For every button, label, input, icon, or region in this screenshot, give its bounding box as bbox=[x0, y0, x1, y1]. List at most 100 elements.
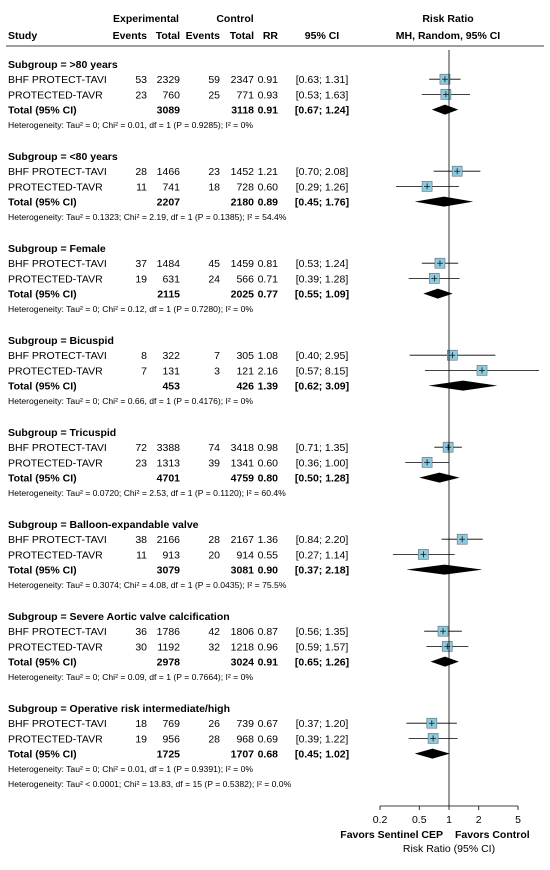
total-label: Total (95% CI) bbox=[8, 289, 77, 301]
total-control: 2167 bbox=[231, 534, 255, 546]
total-experimental: 131 bbox=[162, 365, 180, 377]
events-control: 18 bbox=[208, 181, 220, 193]
total-control: 3418 bbox=[231, 442, 255, 454]
subgroup-block: Subgroup = Balloon-expandable valve BHF P… bbox=[8, 519, 483, 590]
total-experimental: 1313 bbox=[157, 457, 181, 469]
forest-rows: Subgroup = >80 years BHF PROTECT-TAVI 53 23… bbox=[8, 59, 539, 789]
total-experimental: 631 bbox=[162, 273, 180, 285]
confidence-interval: [0.56; 1.35] bbox=[296, 626, 349, 638]
total-control: 1452 bbox=[231, 166, 255, 178]
risk-ratio-value: 1.21 bbox=[258, 166, 279, 178]
header-control: Control bbox=[216, 13, 253, 25]
subgroup-block: Subgroup = Bicuspid BHF PROTECT-TAVI 8 322 7… bbox=[8, 335, 539, 406]
header-total-experimental: Total bbox=[156, 30, 180, 42]
study-name: BHF PROTECT-TAVI bbox=[8, 534, 107, 546]
total-confidence-interval: [0.45; 1.02] bbox=[295, 749, 349, 761]
events-control: 32 bbox=[208, 641, 220, 653]
risk-ratio-value: 0.55 bbox=[258, 549, 279, 561]
favors-right-label: Favors Control bbox=[455, 829, 530, 841]
pooled-diamond bbox=[406, 564, 483, 575]
events-control: 25 bbox=[208, 89, 220, 101]
total-experimental: 2329 bbox=[157, 74, 181, 86]
events-experimental: 28 bbox=[135, 166, 147, 178]
x-axis: 0.2 0.5 1 2 5 Favors Sentinel CEP Favors Contr… bbox=[340, 50, 530, 855]
total-experimental: 1786 bbox=[157, 626, 181, 638]
total-experimental: 2978 bbox=[157, 657, 181, 669]
total-risk-ratio: 0.91 bbox=[258, 105, 279, 117]
total-confidence-interval: [0.37; 2.18] bbox=[295, 565, 349, 577]
events-control: 24 bbox=[208, 273, 220, 285]
total-experimental: 322 bbox=[162, 350, 180, 362]
pooled-diamond bbox=[431, 104, 459, 115]
events-experimental: 11 bbox=[136, 549, 147, 561]
events-experimental: 30 bbox=[135, 641, 147, 653]
confidence-interval: [0.71; 1.35] bbox=[296, 442, 349, 454]
study-name: BHF PROTECT-TAVI bbox=[8, 626, 107, 638]
total-confidence-interval: [0.62; 3.09] bbox=[295, 381, 349, 393]
total-experimental: 913 bbox=[162, 549, 180, 561]
confidence-interval: [0.29; 1.26] bbox=[296, 181, 349, 193]
events-experimental: 8 bbox=[141, 350, 147, 362]
total-confidence-interval: [0.65; 1.26] bbox=[295, 657, 349, 669]
header-method: MH, Random, 95% CI bbox=[396, 30, 501, 42]
total-experimental: 2207 bbox=[157, 197, 181, 209]
confidence-interval: [0.63; 1.31] bbox=[296, 74, 349, 86]
events-control: 45 bbox=[208, 258, 220, 270]
study-name: PROTECTED-TAVR bbox=[8, 641, 103, 653]
total-experimental: 3089 bbox=[157, 105, 181, 117]
total-label: Total (95% CI) bbox=[8, 381, 77, 393]
heterogeneity-text: Heterogeneity: Tau² = 0.0720; Chi² = 2.5… bbox=[8, 488, 286, 498]
subgroup-title: Subgroup = Severe Aortic valve calcifica… bbox=[8, 611, 230, 623]
events-control: 74 bbox=[208, 442, 220, 454]
total-label: Total (95% CI) bbox=[8, 473, 77, 485]
header-experimental: Experimental bbox=[113, 13, 179, 25]
total-experimental: 1192 bbox=[157, 641, 180, 653]
study-name: PROTECTED-TAVR bbox=[8, 273, 103, 285]
total-control: 739 bbox=[236, 718, 254, 730]
header-events-experimental: Events bbox=[113, 30, 148, 42]
total-control: 4759 bbox=[231, 473, 255, 485]
heterogeneity-text: Heterogeneity: Tau² = 0.1323; Chi² = 2.1… bbox=[8, 212, 287, 222]
pooled-diamond bbox=[428, 380, 498, 391]
subgroup-block: Subgroup = Tricuspid BHF PROTECT-TAVI 72 33… bbox=[8, 427, 462, 498]
pooled-diamond bbox=[419, 472, 460, 483]
subgroup-title: Subgroup = Balloon-expandable valve bbox=[8, 519, 199, 531]
total-experimental: 956 bbox=[162, 733, 180, 745]
total-experimental: 4701 bbox=[157, 473, 181, 485]
total-confidence-interval: [0.45; 1.76] bbox=[295, 197, 349, 209]
risk-ratio-value: 0.67 bbox=[258, 718, 279, 730]
total-control: 2025 bbox=[231, 289, 255, 301]
events-experimental: 23 bbox=[135, 89, 147, 101]
study-name: PROTECTED-TAVR bbox=[8, 549, 103, 561]
total-label: Total (95% CI) bbox=[8, 749, 77, 761]
total-experimental: 3079 bbox=[157, 565, 181, 577]
events-experimental: 19 bbox=[135, 273, 147, 285]
pooled-diamond bbox=[423, 288, 453, 299]
risk-ratio-value: 2.16 bbox=[258, 365, 279, 377]
total-experimental: 1466 bbox=[157, 166, 181, 178]
study-name: BHF PROTECT-TAVI bbox=[8, 350, 107, 362]
events-control: 28 bbox=[208, 733, 220, 745]
risk-ratio-value: 0.96 bbox=[258, 641, 279, 653]
header-total-control: Total bbox=[230, 30, 254, 42]
heterogeneity-text: Heterogeneity: Tau² = 0; Chi² = 0.09, df… bbox=[8, 672, 253, 682]
subgroup-title: Subgroup = Tricuspid bbox=[8, 427, 116, 439]
risk-ratio-value: 0.69 bbox=[258, 733, 279, 745]
total-control: 1707 bbox=[231, 749, 255, 761]
total-risk-ratio: 0.89 bbox=[258, 197, 279, 209]
subgroup-title: Subgroup = <80 years bbox=[8, 151, 118, 163]
risk-ratio-value: 0.60 bbox=[258, 181, 279, 193]
subgroup-block: Subgroup = Female BHF PROTECT-TAVI 37 1484 4… bbox=[8, 243, 460, 314]
events-experimental: 7 bbox=[141, 365, 147, 377]
total-control: 914 bbox=[236, 549, 254, 561]
events-control: 39 bbox=[208, 457, 220, 469]
study-name: PROTECTED-TAVR bbox=[8, 181, 103, 193]
confidence-interval: [0.53; 1.24] bbox=[296, 258, 349, 270]
events-experimental: 38 bbox=[135, 534, 147, 546]
total-risk-ratio: 0.80 bbox=[258, 473, 279, 485]
x-tick-label: 2 bbox=[476, 814, 482, 826]
confidence-interval: [0.40; 2.95] bbox=[296, 350, 349, 362]
events-control: 20 bbox=[208, 549, 220, 561]
risk-ratio-value: 0.98 bbox=[258, 442, 279, 454]
total-label: Total (95% CI) bbox=[8, 565, 77, 577]
